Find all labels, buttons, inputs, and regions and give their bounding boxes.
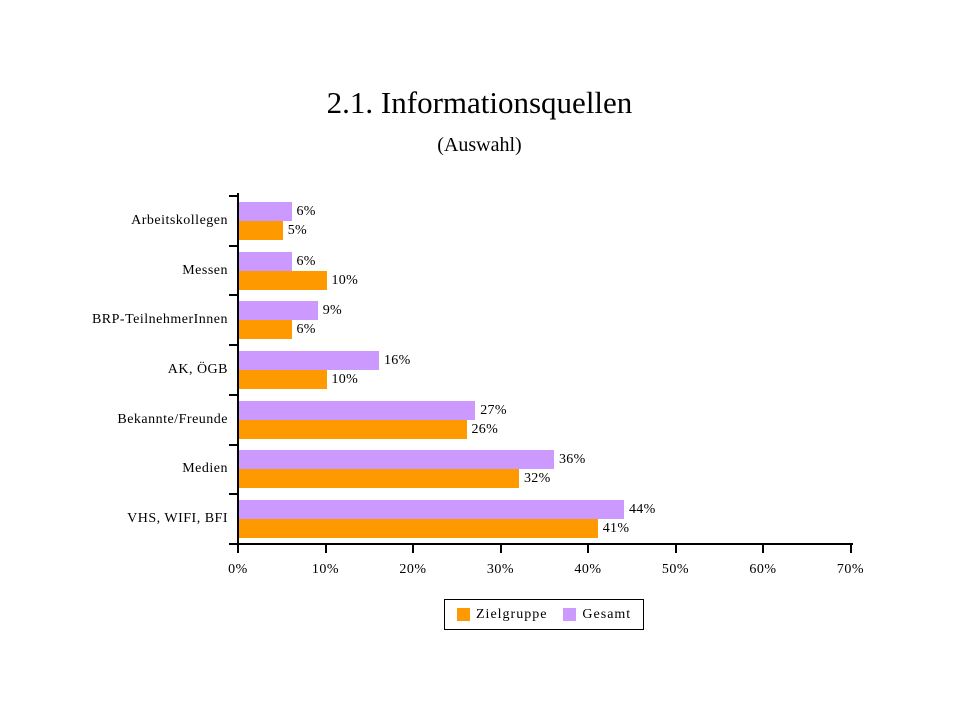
y-axis-tick	[229, 195, 238, 197]
category-label: Arbeitskollegen	[131, 212, 228, 228]
value-label-gesamt: 9%	[322, 303, 343, 319]
category-label: BRP-TeilnehmerInnen	[91, 312, 228, 328]
bar-zielgruppe	[239, 469, 519, 489]
x-axis-line	[237, 543, 853, 545]
zielgruppe-swatch-icon	[457, 608, 470, 621]
legend-item-gesamt: Gesamt	[563, 607, 631, 623]
y-axis-tick	[229, 244, 238, 247]
category-label: AK, ÖGB	[167, 362, 228, 377]
bar-zielgruppe	[239, 270, 327, 290]
bar-zielgruppe	[239, 320, 292, 340]
category-label: Bekannte/Freunde	[117, 411, 228, 427]
bar-gesamt	[239, 351, 379, 370]
value-label-gesamt: 44%	[629, 502, 656, 518]
value-label-zielgruppe: 26%	[471, 421, 499, 437]
value-label-zielgruppe: 10%	[331, 272, 359, 288]
bar-zielgruppe	[239, 419, 467, 439]
value-label-gesamt: 6%	[296, 253, 316, 269]
value-label-gesamt: 27%	[480, 402, 507, 418]
bar-gesamt	[239, 251, 292, 271]
value-label-zielgruppe: 41%	[602, 521, 630, 537]
y-axis-tick	[229, 493, 238, 496]
bar-zielgruppe	[239, 519, 598, 539]
y-axis-tick	[229, 543, 238, 545]
y-axis-line	[237, 193, 239, 544]
x-tick-label: 10%	[311, 562, 340, 577]
bar-gesamt	[239, 500, 624, 520]
category-label: VHS, WIFI, BFI	[127, 511, 228, 527]
category-label: Medien	[182, 461, 228, 477]
legend: Zielgruppe Gesamt	[444, 599, 645, 630]
x-axis-tick	[587, 545, 589, 553]
legend-label-zielgruppe: Zielgruppe	[476, 606, 548, 622]
legend-item-zielgruppe: Zielgruppe	[457, 607, 547, 623]
legend-label-gesamt: Gesamt	[582, 606, 632, 622]
chart-subtitle: (Auswahl)	[437, 134, 522, 156]
y-axis-tick	[229, 443, 238, 446]
x-axis-tick	[412, 545, 414, 553]
bar-zielgruppe	[239, 370, 327, 389]
category-label: Messen	[182, 262, 228, 278]
value-label-zielgruppe: 32%	[524, 471, 551, 487]
y-axis-tick	[229, 393, 238, 396]
value-label-gesamt: 16%	[384, 353, 411, 368]
x-tick-label: 20%	[399, 562, 427, 577]
x-axis-tick	[499, 545, 502, 553]
bar-gesamt	[239, 400, 476, 420]
x-tick-label: 60%	[749, 562, 777, 577]
x-axis-tick	[762, 545, 764, 553]
y-axis-tick	[229, 294, 238, 297]
x-axis-tick	[324, 545, 327, 553]
x-tick-label: 50%	[661, 562, 690, 577]
value-label-gesamt: 36%	[559, 452, 586, 468]
bar-gesamt	[239, 450, 554, 470]
y-axis-tick	[229, 344, 238, 347]
x-tick-label: 40%	[574, 562, 602, 577]
gesamt-swatch-icon	[563, 608, 577, 621]
value-label-zielgruppe: 10%	[331, 372, 359, 387]
chart-title: 2.1. Informationsquellen	[326, 85, 633, 120]
value-label-zielgruppe: 5%	[287, 222, 308, 238]
value-label-zielgruppe: 6%	[296, 322, 316, 338]
x-tick-label: 30%	[486, 562, 515, 577]
bar-zielgruppe	[239, 220, 283, 240]
x-axis-tick	[674, 545, 677, 553]
bar-gesamt	[239, 201, 292, 221]
x-tick-label: 0%	[228, 562, 248, 577]
x-axis-tick	[237, 545, 239, 553]
x-axis-tick	[849, 545, 852, 553]
value-label-gesamt: 6%	[296, 203, 316, 219]
bar-gesamt	[239, 301, 318, 321]
x-tick-label: 70%	[836, 562, 865, 577]
